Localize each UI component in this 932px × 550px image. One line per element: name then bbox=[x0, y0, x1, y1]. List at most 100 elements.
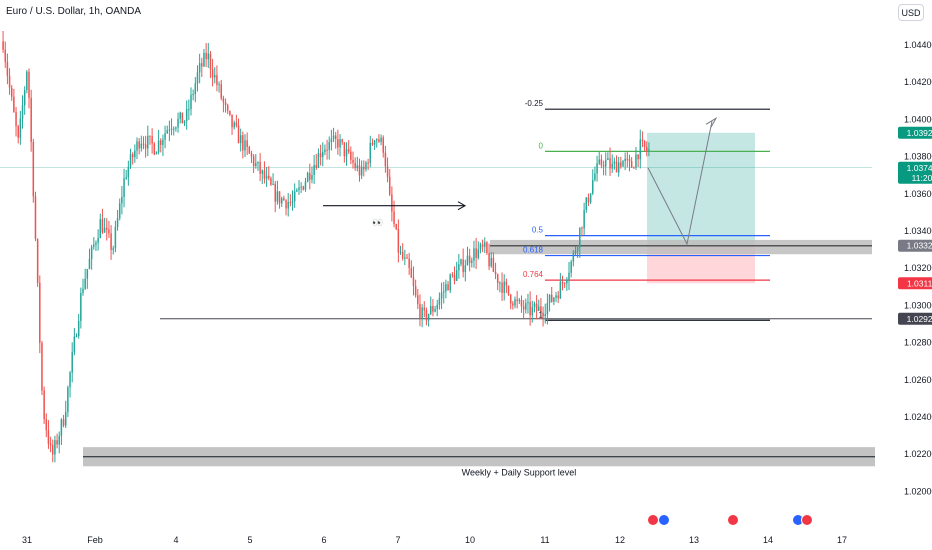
candle bbox=[283, 195, 285, 201]
candle bbox=[542, 306, 544, 327]
candle bbox=[56, 433, 58, 449]
candle bbox=[412, 266, 415, 296]
candle-body bbox=[250, 153, 253, 157]
candle bbox=[388, 169, 391, 196]
candle bbox=[34, 191, 37, 242]
candle-body bbox=[69, 372, 71, 388]
candle bbox=[343, 142, 346, 163]
price-tick-0: 1.04400 bbox=[904, 40, 932, 50]
candle bbox=[80, 287, 82, 329]
candle-body bbox=[587, 197, 590, 203]
candle-body bbox=[183, 121, 186, 124]
candle bbox=[237, 118, 240, 144]
candle-body bbox=[630, 161, 633, 168]
candle-body bbox=[538, 306, 540, 311]
candle-body bbox=[518, 299, 521, 301]
candle-body bbox=[438, 298, 441, 305]
candle-body bbox=[285, 200, 287, 209]
event-marker-4[interactable] bbox=[801, 514, 813, 526]
candle bbox=[334, 131, 337, 149]
candle-body bbox=[214, 75, 216, 78]
candle bbox=[397, 219, 400, 263]
candle-body bbox=[622, 161, 624, 167]
candle bbox=[242, 131, 244, 159]
candle bbox=[101, 208, 104, 234]
candle bbox=[155, 151, 158, 155]
candle bbox=[576, 244, 579, 258]
economic-events-layer[interactable] bbox=[647, 514, 813, 526]
profit-zone bbox=[647, 132, 755, 246]
candle bbox=[317, 148, 320, 169]
candle bbox=[436, 299, 438, 317]
currency-button[interactable]: USD bbox=[898, 4, 924, 21]
candle-body bbox=[555, 295, 557, 298]
candle bbox=[26, 70, 28, 94]
candle-body bbox=[56, 440, 58, 445]
candle-body bbox=[542, 312, 544, 317]
candle bbox=[71, 342, 73, 383]
candle bbox=[574, 246, 577, 256]
candle bbox=[43, 386, 45, 424]
candle-body bbox=[531, 307, 534, 316]
time-tick-9: 13 bbox=[689, 535, 699, 545]
candle bbox=[648, 142, 650, 157]
candle bbox=[235, 114, 238, 128]
candle-body bbox=[49, 443, 52, 446]
candle-body bbox=[248, 146, 251, 154]
candle bbox=[486, 241, 488, 255]
event-marker-2[interactable] bbox=[727, 514, 739, 526]
time-axis[interactable]: 31 Feb 4 5 6 7 10 11 12 13 14 17 bbox=[22, 535, 847, 545]
price-axis[interactable]: 1.04400 1.04200 1.04000 1.03800 1.03600 1.034… bbox=[898, 40, 932, 496]
candle-body bbox=[237, 125, 240, 144]
candle bbox=[419, 294, 421, 327]
event-marker-0[interactable] bbox=[647, 514, 659, 526]
candle bbox=[125, 169, 127, 180]
candle-body bbox=[168, 129, 171, 131]
candle bbox=[587, 193, 590, 206]
candle bbox=[427, 313, 430, 327]
candle-body bbox=[112, 248, 114, 250]
candle bbox=[129, 148, 132, 169]
candle-body bbox=[490, 257, 492, 267]
candle bbox=[177, 112, 179, 133]
candle-body bbox=[451, 274, 454, 276]
candle-body bbox=[47, 430, 50, 444]
candle bbox=[285, 199, 287, 216]
candle-body bbox=[181, 112, 184, 124]
price-badge-label-1: 1.03740 bbox=[907, 163, 932, 173]
candle-body bbox=[319, 153, 322, 158]
candle-body bbox=[229, 110, 231, 115]
candle-body bbox=[356, 165, 359, 169]
candle bbox=[84, 268, 86, 290]
candle-body bbox=[332, 135, 335, 139]
candle-body bbox=[274, 183, 276, 202]
time-tick-10: 14 bbox=[763, 535, 773, 545]
candle bbox=[406, 254, 408, 259]
candle bbox=[490, 251, 492, 268]
candle bbox=[341, 138, 343, 145]
candle bbox=[121, 186, 123, 215]
candle bbox=[363, 160, 365, 177]
candle-body bbox=[147, 135, 149, 149]
candle-body bbox=[339, 139, 341, 148]
candle-body bbox=[604, 159, 607, 167]
candle bbox=[58, 431, 60, 454]
price-tick-5: 1.03400 bbox=[904, 226, 932, 236]
candle-body bbox=[337, 139, 339, 148]
candle-body bbox=[633, 167, 635, 169]
candle-body bbox=[579, 227, 581, 248]
candle bbox=[149, 135, 151, 145]
candle-body bbox=[166, 130, 168, 134]
candle bbox=[440, 282, 443, 310]
candle-body bbox=[503, 281, 505, 293]
event-marker-1[interactable] bbox=[658, 514, 670, 526]
candle-body bbox=[164, 133, 166, 140]
candle-body bbox=[289, 202, 292, 204]
candle bbox=[114, 220, 117, 253]
candle bbox=[395, 223, 397, 231]
candle bbox=[13, 88, 15, 113]
candle-body bbox=[358, 165, 361, 176]
candle-body bbox=[224, 102, 227, 105]
